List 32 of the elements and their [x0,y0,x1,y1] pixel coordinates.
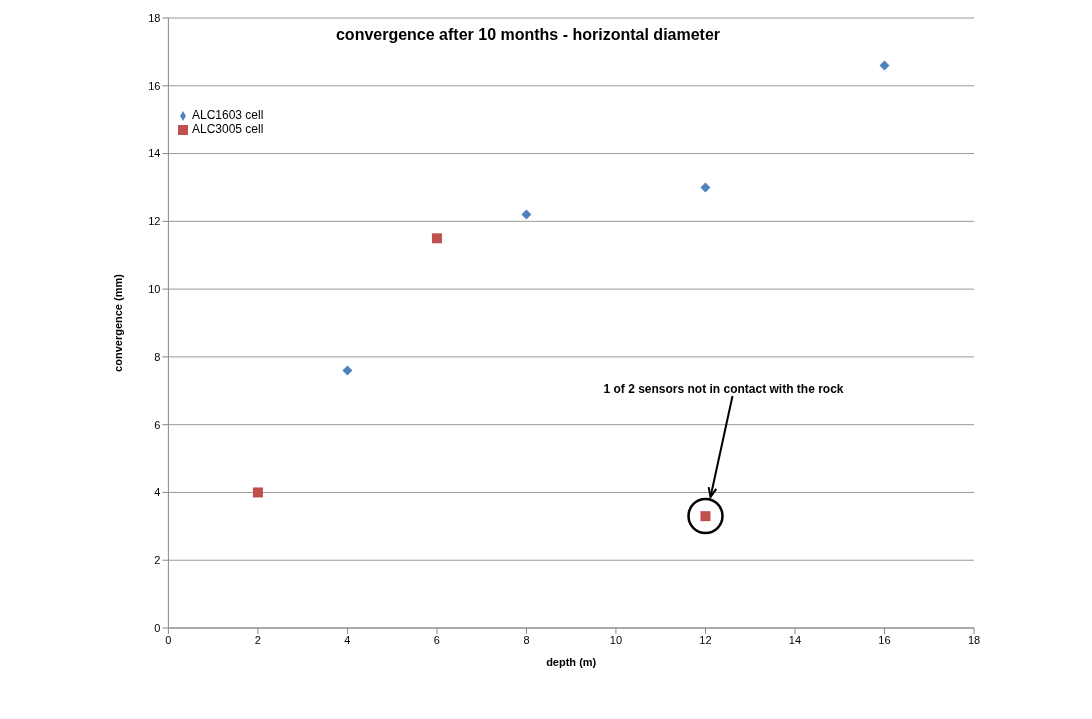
y-tick-label: 14 [148,147,161,160]
point [342,365,353,376]
annotation: 1 of 2 sensors not in contact with the rock [603,382,844,396]
text: convergence after 10 months - horizontal diameter [334,26,722,44]
point [700,182,711,193]
x-tick-label: 14 [788,633,802,646]
y-tick-label: 10 [148,283,161,296]
x-tick-label: 10 [609,633,623,646]
y-tick-label: 12 [148,215,161,228]
point [879,60,890,71]
y-tick-label: 8 [154,350,161,363]
x-tick-label: 18 [967,633,981,646]
point [252,487,263,498]
y-tick-label: 18 [148,11,161,24]
x-axis-title: depth (m) [546,656,597,668]
y-tick-label: 2 [154,554,161,567]
x-tick-label: 8 [523,633,530,646]
y-tick-label: 0 [154,621,161,634]
x-tick-label: 0 [165,633,172,646]
y-tick-label: 6 [154,418,161,431]
y-tick-label: 16 [148,79,161,92]
x-tick-label: 16 [878,633,891,646]
legend-label: ALC3005 cell [192,122,264,136]
y-axis-title: convergence (mm) [112,273,125,372]
x-tick-label: 2 [254,633,261,646]
x-tick-label: 6 [433,633,440,646]
point [521,209,532,220]
x-tick-label: 12 [699,633,712,646]
legend-label: ALC1603 cell [192,108,264,122]
y-tick-label: 4 [154,486,161,499]
x-tick-label: 4 [344,633,351,646]
point [431,233,442,244]
